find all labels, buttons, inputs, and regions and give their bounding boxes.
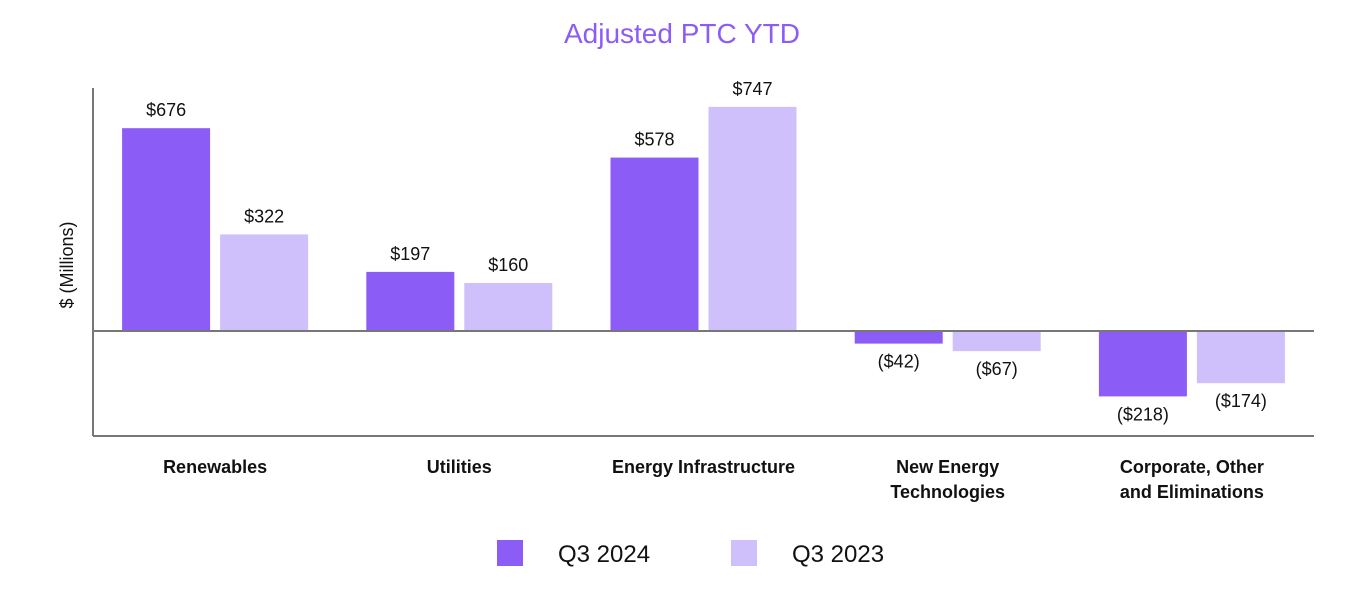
bar-q3-2023-cat-4	[1196, 331, 1285, 384]
data-label: $322	[244, 206, 284, 226]
y-axis-label: $ (Millions)	[57, 221, 77, 308]
data-label: $197	[390, 244, 430, 264]
bar-q3-2023-cat-3	[952, 331, 1041, 352]
legend: Q3 2024 Q3 2023	[497, 540, 884, 568]
category-label: New Energy Technologies	[890, 457, 1005, 502]
data-label: $160	[488, 255, 528, 275]
bar-q3-2024-cat-2	[610, 157, 699, 331]
legend-label: Q3 2023	[792, 541, 884, 568]
data-label: $747	[732, 79, 772, 99]
legend-swatch	[731, 540, 757, 566]
plot-area: $676 $322 Renewables $197 $160 Utilities $578 $…	[92, 79, 1314, 502]
category-label: Utilities	[427, 457, 492, 477]
bar-q3-2023-cat-0	[220, 234, 309, 331]
data-label: ($42)	[878, 352, 920, 372]
bar-q3-2024-cat-4	[1098, 331, 1187, 397]
bar-q3-2024-cat-0	[122, 128, 211, 331]
data-label: ($67)	[976, 359, 1018, 379]
category-label: Renewables	[163, 457, 267, 477]
legend-label: Q3 2024	[558, 541, 650, 568]
data-label: ($218)	[1117, 404, 1169, 424]
category-label: Energy Infrastructure	[612, 457, 795, 477]
data-label: ($174)	[1215, 391, 1267, 411]
bar-q3-2023-cat-2	[708, 106, 797, 332]
bar-q3-2024-cat-3	[854, 331, 943, 344]
category-label: Corporate, Other and Eliminations	[1120, 457, 1264, 502]
chart-title: Adjusted PTC YTD	[564, 18, 800, 49]
data-label: $578	[634, 130, 674, 150]
legend-swatch	[497, 540, 523, 566]
bar-q3-2023-cat-1	[464, 283, 553, 331]
data-label: $676	[146, 100, 186, 120]
bar-q3-2024-cat-1	[366, 271, 455, 331]
